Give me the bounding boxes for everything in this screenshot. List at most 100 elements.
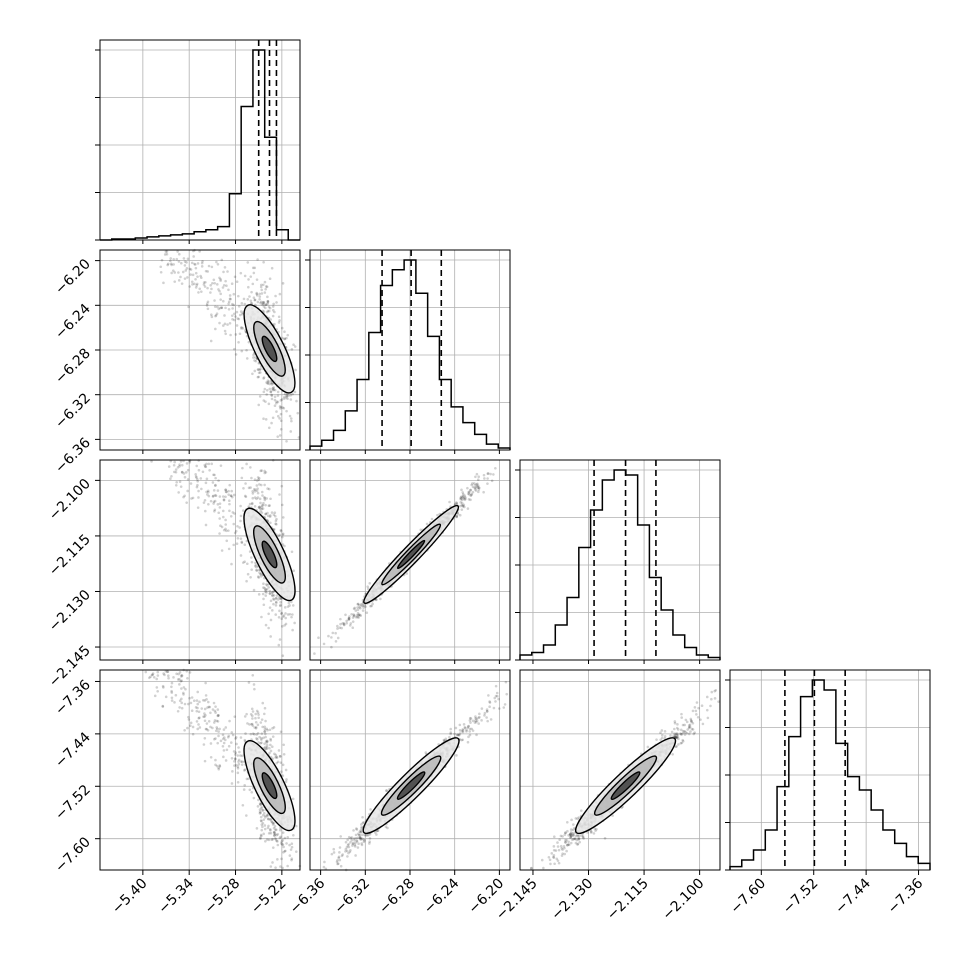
sample-point bbox=[220, 258, 224, 262]
sample-point bbox=[274, 522, 277, 526]
sample-point bbox=[170, 689, 173, 693]
sample-point bbox=[260, 469, 264, 472]
sample-point bbox=[278, 604, 282, 608]
sample-point bbox=[183, 260, 187, 263]
sample-point bbox=[258, 297, 261, 301]
sample-point bbox=[255, 291, 259, 295]
sample-point bbox=[170, 263, 173, 267]
sample-point bbox=[272, 388, 276, 391]
sample-point bbox=[227, 307, 231, 311]
sample-point bbox=[291, 392, 294, 396]
sample-point bbox=[195, 282, 199, 286]
sample-point bbox=[260, 490, 264, 494]
sample-point bbox=[230, 782, 234, 785]
sample-point bbox=[253, 266, 257, 270]
sample-point bbox=[697, 706, 700, 710]
sample-point bbox=[255, 827, 259, 830]
sample-point bbox=[224, 529, 228, 533]
sample-point bbox=[223, 314, 226, 317]
sample-point bbox=[170, 685, 173, 689]
sample-point bbox=[241, 561, 245, 564]
sample-point bbox=[260, 505, 263, 509]
sample-point bbox=[291, 613, 294, 616]
sample-point bbox=[268, 382, 272, 386]
sample-point bbox=[283, 337, 287, 341]
sample-point bbox=[259, 572, 263, 576]
sample-point bbox=[494, 684, 498, 688]
sample-point bbox=[494, 700, 497, 703]
sample-point bbox=[352, 829, 355, 832]
sample-point bbox=[461, 730, 465, 734]
sample-point bbox=[338, 846, 342, 849]
sample-point bbox=[277, 615, 281, 619]
sample-point bbox=[349, 622, 353, 625]
sample-point bbox=[286, 605, 290, 608]
sample-point bbox=[215, 260, 218, 264]
sample-point bbox=[360, 843, 364, 847]
sample-point bbox=[260, 828, 264, 832]
sample-point bbox=[260, 823, 264, 826]
sample-point bbox=[689, 730, 692, 733]
sample-point bbox=[680, 741, 684, 745]
sample-point bbox=[285, 778, 288, 781]
sample-point bbox=[212, 701, 216, 705]
sample-point bbox=[273, 388, 277, 392]
sample-point bbox=[462, 723, 466, 726]
sample-point bbox=[270, 511, 274, 514]
sample-point bbox=[483, 714, 486, 717]
sample-point bbox=[285, 394, 289, 397]
sample-point bbox=[255, 565, 258, 569]
sample-point bbox=[217, 767, 221, 771]
sample-point bbox=[269, 521, 272, 525]
sample-point bbox=[221, 324, 225, 327]
sample-point bbox=[655, 738, 658, 741]
sample-point bbox=[271, 593, 274, 597]
sample-point bbox=[264, 303, 268, 306]
sample-point bbox=[186, 468, 190, 472]
sample-point bbox=[582, 837, 585, 840]
sample-point bbox=[696, 715, 700, 719]
histogram-step bbox=[309, 259, 511, 450]
sample-point bbox=[263, 471, 267, 475]
sample-point bbox=[261, 507, 265, 510]
sample-point bbox=[228, 509, 231, 513]
sample-point bbox=[251, 673, 255, 677]
sample-point bbox=[490, 479, 494, 483]
sample-point bbox=[256, 258, 259, 261]
sample-point bbox=[356, 846, 360, 849]
sample-point bbox=[254, 561, 257, 565]
sample-point bbox=[291, 797, 295, 801]
sample-point bbox=[195, 720, 199, 723]
sample-point bbox=[176, 466, 180, 469]
sample-point bbox=[274, 519, 278, 523]
sample-point bbox=[202, 743, 206, 746]
sample-point bbox=[186, 276, 189, 279]
panel-border bbox=[729, 669, 931, 871]
sample-point bbox=[227, 288, 230, 292]
sample-point bbox=[162, 686, 165, 689]
sample-point bbox=[276, 435, 280, 438]
sample-point bbox=[282, 850, 285, 854]
sample-point bbox=[265, 591, 268, 594]
sample-point bbox=[266, 379, 270, 383]
sample-point bbox=[268, 746, 271, 750]
sample-point bbox=[195, 464, 199, 468]
sample-point bbox=[218, 495, 222, 498]
sample-point bbox=[281, 336, 284, 340]
sample-point bbox=[203, 285, 207, 288]
sample-point bbox=[203, 707, 207, 711]
sample-point bbox=[243, 768, 247, 771]
sample-point bbox=[603, 836, 607, 840]
sample-point bbox=[194, 475, 198, 478]
sample-point bbox=[271, 726, 274, 730]
sample-point bbox=[271, 386, 275, 390]
sample-point bbox=[256, 496, 260, 499]
sample-point bbox=[281, 654, 285, 658]
sample-point bbox=[283, 392, 287, 396]
sample-point bbox=[710, 690, 714, 694]
sample-point bbox=[202, 501, 206, 504]
sample-point bbox=[283, 624, 286, 627]
sample-point bbox=[232, 303, 235, 307]
sample-point bbox=[276, 832, 280, 836]
sample-point bbox=[257, 371, 261, 375]
